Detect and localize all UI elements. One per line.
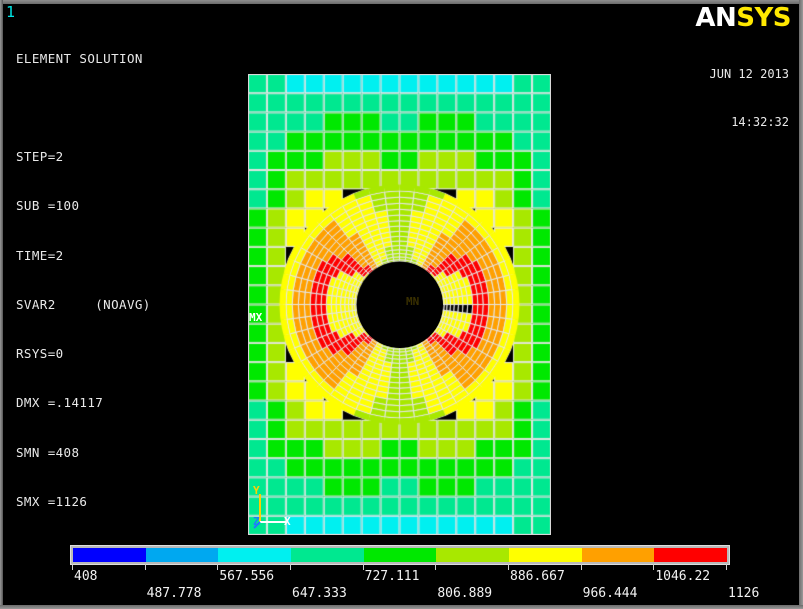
colorbar-label-3: 647.333: [292, 586, 347, 601]
colorbar-label-1: 487.778: [146, 586, 202, 601]
colorbar-band-6: [509, 548, 582, 562]
axis-label-y: Y: [253, 484, 260, 497]
colorbar-label-6: 886.667: [510, 569, 565, 584]
colorbar-band-5: [436, 548, 510, 562]
colorbar-band-1: [145, 548, 219, 562]
info-sub: SUB =100: [16, 198, 80, 214]
colorbar-ticks: [70, 564, 730, 571]
colorbar-tick: [726, 564, 727, 570]
axis-triad: Y Z X: [252, 474, 302, 532]
axis-triad-icon: [253, 494, 286, 529]
min-marker-label: MN: [406, 295, 420, 308]
colorbar-label-7: 966.444: [582, 586, 638, 601]
colorbar-tick: [435, 564, 437, 570]
colorbar-band-2: [218, 548, 292, 562]
window-border-left: [0, 0, 3, 609]
timestamp-time: 14:32:32: [731, 115, 789, 129]
plate-hole: [356, 261, 443, 348]
contour-plot[interactable]: MN MX Y Z X: [248, 74, 551, 535]
axis-label-z: Z: [253, 515, 260, 528]
colorbar-band-3: [291, 548, 364, 562]
colorbar-tick: [217, 564, 219, 570]
colorbar-label-0: 408: [74, 569, 98, 584]
colorbar-label-2: 567.556: [219, 569, 275, 584]
timestamp-block: JUN 12 2013 14:32:32: [710, 34, 789, 146]
colorbar-band-7: [581, 548, 655, 562]
colorbar-label-8: 1046.22: [655, 569, 711, 584]
colorbar-labels: 408 487.778 567.556 647.333 727.111 806.889 88…: [0, 565, 803, 605]
colorbar-band-4: [363, 548, 437, 562]
colorbar-tick: [290, 564, 291, 570]
timestamp-date: JUN 12 2013: [709, 67, 789, 81]
logo-text-sys: SYS: [736, 3, 791, 33]
colorbar-band-0: [73, 548, 146, 562]
colorbar-band-8: [654, 548, 728, 562]
info-smn: SMN =408: [16, 444, 80, 460]
colorbar-tick: [362, 564, 364, 570]
colorbar-tick: [144, 564, 146, 570]
colorbar-label-5: 806.889: [437, 586, 493, 601]
window-border-bottom: [0, 605, 803, 609]
ansys-logo: ANSYS: [695, 4, 791, 32]
plot-frame: [248, 74, 551, 535]
colorbar-gradient: [73, 548, 728, 562]
info-rsys: RSYS=0: [16, 346, 64, 362]
info-smx: SMX =1126: [16, 493, 88, 509]
window-border-right: [799, 0, 803, 609]
solution-info-block: ELEMENT SOLUTION STEP=2 SUB =100 TIME=2 …: [16, 18, 151, 527]
colorbar-tick: [508, 564, 509, 570]
colorbar-tick: [72, 564, 73, 570]
colorbar-frame: [70, 545, 730, 565]
info-dmx: DMX =.14117: [16, 395, 104, 411]
colorbar-label-9: 1126: [728, 586, 760, 601]
info-step: STEP=2: [16, 149, 64, 165]
logo-text-an: AN: [695, 3, 737, 33]
info-time: TIME=2: [16, 247, 64, 263]
window-number: 1: [6, 3, 16, 21]
max-marker-label: MX: [249, 311, 263, 324]
colorbar-tick: [580, 564, 582, 570]
info-variable: SVAR2 (NOAVG): [16, 296, 151, 312]
axis-label-x: X: [284, 515, 291, 528]
solution-title: ELEMENT SOLUTION: [16, 50, 143, 66]
colorbar-label-4: 727.111: [364, 569, 420, 584]
window-border-top: [0, 0, 803, 4]
colorbar[interactable]: [70, 545, 730, 570]
colorbar-tick: [653, 564, 655, 570]
